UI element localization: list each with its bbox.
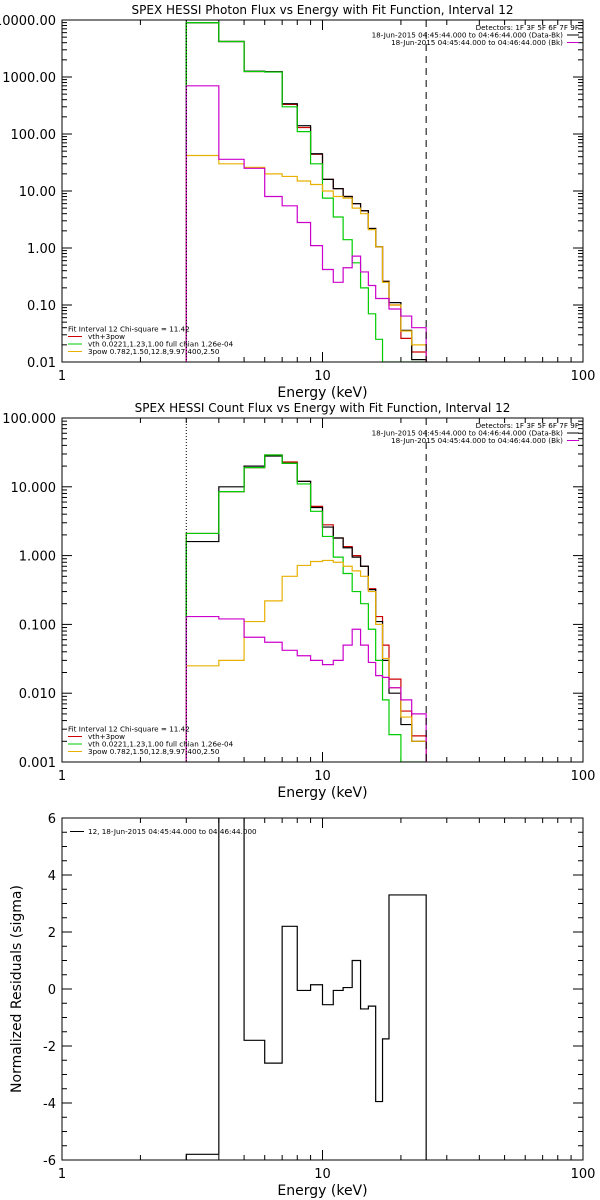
series-line-4 [185, 154, 427, 362]
legend-entry: 18-Jun-2015 04:45:44.000 to 04:46:44.000… [391, 38, 563, 47]
y-tick-label: 4 [48, 869, 56, 884]
x-axis-label: Energy (keV) [277, 385, 367, 401]
legend-entry: Detectors: 1F 3F 5F 6F 7F 9F [476, 421, 579, 430]
data-area [185, 454, 427, 762]
chart-title: SPEX HESSI Photon Flux vs Energy with Fi… [132, 3, 514, 17]
plot-frame [61, 417, 584, 763]
series-line-1 [185, 454, 427, 762]
y-tick-label: 0.100 [19, 618, 56, 633]
chart-panel-1: SPEX HESSI Photon Flux vs Energy with Fi… [0, 3, 595, 401]
legend-entry: 12, 18-Jun-2015 04:45:44.000 to 04:46:44… [88, 827, 257, 836]
legend-entry: 18-Jun-2015 04:45:44.000 to 04:46:44.000… [372, 429, 564, 438]
x-tick-label: 10 [314, 769, 331, 784]
legend-entry: vth 0.0221,1.23,1.00 full chian 1.26e-04 [88, 340, 234, 349]
y-tick-label: 1000.00 [2, 71, 56, 86]
data-area [185, 818, 427, 1160]
legend-entry: vth+3pow [88, 732, 125, 741]
data-area [185, 22, 427, 362]
chart-title: SPEX HESSI Count Flux vs Energy with Fit… [135, 401, 511, 415]
x-axis-ticks [61, 418, 584, 762]
x-axis-label: Energy (keV) [277, 1183, 367, 1199]
series-line-2 [185, 455, 427, 762]
legend-entry: 18-Jun-2015 04:45:44.000 to 04:46:44.000… [391, 436, 563, 445]
series-line-5 [185, 615, 427, 762]
legend-entry: 3pow 0.782,1.50,12.8,9.97,400,2.50 [88, 747, 220, 756]
y-axis-ticks [62, 817, 583, 1161]
series-line-1 [185, 818, 427, 1160]
y-tick-label: 0.001 [19, 756, 56, 771]
legend-entry: 3pow 0.782,1.50,12.8,9.97,400,2.50 [88, 347, 220, 356]
x-tick-label: 1 [58, 369, 66, 384]
y-tick-label: 10.00 [19, 185, 56, 200]
legend-entry: vth 0.0221,1.23,1.00 full chian 1.26e-04 [88, 740, 234, 749]
x-tick-label: 100 [571, 769, 596, 784]
y-tick-label: -4 [43, 1097, 56, 1112]
legend-entry: Fit Interval 12 Chi-square = 11.42 [68, 725, 190, 734]
series-line-5 [185, 85, 427, 362]
x-tick-label: 100 [571, 369, 596, 384]
y-tick-label: 100.000 [2, 412, 56, 427]
legend-bottomleft: Fit Interval 12 Chi-square = 11.42vth+3p… [68, 725, 234, 756]
y-tick-label: -2 [43, 1040, 56, 1055]
legend-entry: 18-Jun-2015 04:45:44.000 to 04:46:44.000… [372, 31, 564, 40]
x-tick-label: 10 [314, 369, 331, 384]
legend-bottomleft: Fit Interval 12 Chi-square = 11.42vth+3p… [68, 325, 234, 356]
y-axis-ticks [62, 420, 583, 763]
x-tick-label: 1 [58, 769, 66, 784]
y-tick-label: 0.10 [27, 299, 56, 314]
chart-panel-2: SPEX HESSI Count Flux vs Energy with Fit… [2, 401, 595, 801]
series-line-1 [185, 22, 427, 362]
y-axis-label: Normalized Residuals (sigma) [9, 885, 25, 1093]
y-tick-label: 1.000 [19, 550, 56, 565]
legend-topright: Detectors: 1F 3F 5F 6F 7F 9F18-Jun-2015 … [372, 23, 579, 47]
y-tick-label: 6 [48, 812, 56, 827]
x-tick-label: 100 [571, 1167, 596, 1182]
y-tick-label: -6 [43, 1154, 56, 1169]
plot-frame [61, 19, 584, 363]
y-tick-label: 0.010 [19, 687, 56, 702]
series-line-3 [185, 454, 427, 762]
series-line-2 [185, 22, 427, 362]
series-line-4 [185, 559, 427, 762]
chart-panel-3: 1 10 100 6 4 2 0 -2 -4 -6 Energy (keV) Normalized R… [9, 812, 595, 1199]
legend-entry: Detectors: 1F 3F 5F 6F 7F 9F [476, 23, 579, 32]
y-tick-label: 0.01 [27, 356, 56, 371]
legend-topright: Detectors: 1F 3F 5F 6F 7F 9F18-Jun-2015 … [372, 421, 579, 445]
plot-frame [61, 817, 584, 1161]
y-tick-label: 1.00 [27, 242, 56, 257]
y-tick-label: 100.00 [11, 128, 57, 143]
y-tick-label: 10000.00 [0, 14, 56, 29]
legend-topleft: 12, 18-Jun-2015 04:45:44.000 to 04:46:44… [70, 827, 257, 836]
series-line-3 [185, 22, 427, 362]
x-tick-label: 10 [314, 1167, 331, 1182]
y-tick-label: 2 [48, 926, 56, 941]
y-tick-label: 10.000 [11, 481, 57, 496]
legend-entry: Fit Interval 12 Chi-square = 11.42 [68, 325, 190, 334]
x-axis-label: Energy (keV) [277, 785, 367, 801]
legend-entry: vth+3pow [88, 332, 125, 341]
x-tick-label: 1 [58, 1167, 66, 1182]
y-tick-label: 0 [48, 983, 56, 998]
